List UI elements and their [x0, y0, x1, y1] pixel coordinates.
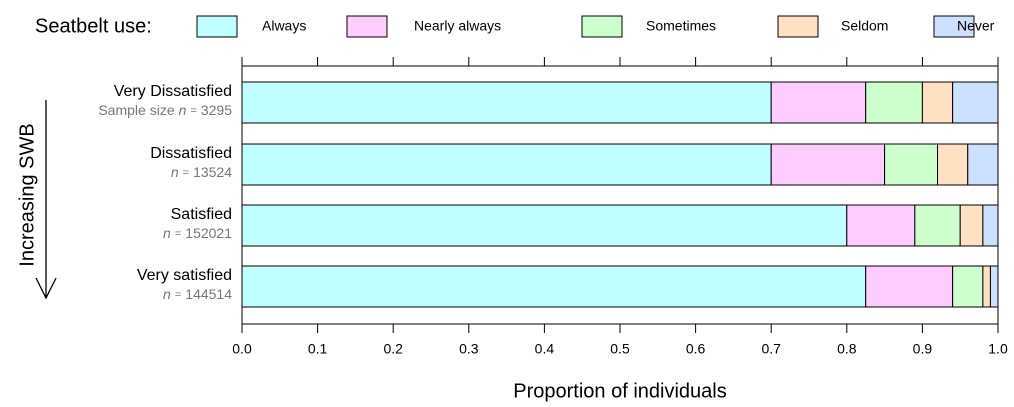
legend-swatch [196, 15, 238, 38]
x-tick-label: 0.3 [459, 341, 479, 357]
x-tick-label: 0.5 [610, 341, 630, 357]
x-tick-label: 0.2 [383, 341, 403, 357]
sample-size-part: Sample size [98, 102, 174, 118]
category-label: Very satisfied [137, 267, 232, 284]
legend-swatch [933, 15, 975, 38]
bar-segment [770, 143, 886, 186]
x-tick-label: 0.0 [232, 341, 252, 357]
sample-size-label: n = 13524 [171, 164, 232, 180]
bar-segment [865, 265, 954, 308]
bar-segment [967, 143, 999, 186]
bar-segment [865, 81, 923, 124]
sample-size-label: n = 144514 [163, 286, 232, 302]
y-axis-label: Increasing SWB [16, 123, 38, 266]
bar-segment [937, 143, 969, 186]
legend-label: Never [957, 18, 995, 34]
bar-segment [241, 265, 867, 308]
legend-label: Nearly always [414, 18, 501, 34]
x-axis-label: Proportion of individuals [513, 380, 726, 402]
bar-segment [952, 81, 999, 124]
sample-size-label: n = 152021 [163, 225, 232, 241]
bar-segment [770, 81, 867, 124]
bar-segment [982, 204, 999, 247]
bar-segment [989, 265, 999, 308]
bar-segment [914, 204, 961, 247]
sample-size-part: = [175, 228, 181, 240]
x-tick-label: 0.7 [761, 341, 781, 357]
sample-size-part: n [171, 164, 179, 180]
bar-segment [982, 265, 991, 308]
x-tick-label: 1.0 [988, 341, 1008, 357]
category-label: Dissatisfied [150, 145, 232, 162]
bar-segment [241, 204, 848, 247]
sample-size-part: n [163, 286, 171, 302]
legend-swatch [777, 15, 819, 38]
legend-label: Always [262, 18, 306, 34]
sample-size-part: n [179, 102, 187, 118]
sample-size-part: 13524 [193, 164, 232, 180]
arrow [35, 100, 57, 300]
bar-segment [921, 81, 954, 124]
sample-size-part: 3295 [201, 102, 232, 118]
sample-size-part: 152021 [185, 225, 232, 241]
x-tick-label: 0.6 [686, 341, 706, 357]
x-tick-label: 0.9 [913, 341, 933, 357]
sample-size-part: = [175, 289, 181, 301]
bar-segment [959, 204, 984, 247]
legend-label: Seldom [841, 18, 888, 34]
sample-size-part: 144514 [185, 286, 232, 302]
bar-segment [846, 204, 916, 247]
category-label: Satisfied [171, 206, 232, 223]
legend-label: Sometimes [646, 18, 716, 34]
sample-size-part: = [183, 167, 189, 179]
sample-size-part: = [190, 105, 196, 117]
x-tick-label: 0.1 [308, 341, 328, 357]
sample-size-part: n [163, 225, 171, 241]
legend-swatch [581, 15, 623, 38]
sample-size-label: Sample size n = 3295 [98, 102, 232, 118]
category-label: Very Dissatisfied [114, 83, 232, 100]
legend-title: Seatbelt use: [35, 15, 152, 37]
bar-segment [952, 265, 984, 308]
bar-segment [241, 81, 772, 124]
x-tick-label: 0.4 [535, 341, 555, 357]
x-tick-label: 0.8 [837, 341, 857, 357]
bar-segment [241, 143, 772, 186]
bar-segment [884, 143, 939, 186]
legend-swatch [346, 15, 388, 38]
